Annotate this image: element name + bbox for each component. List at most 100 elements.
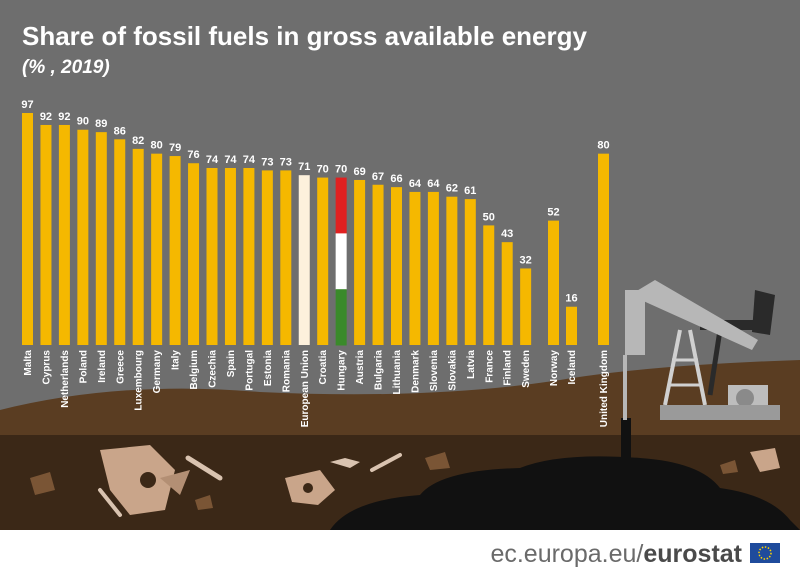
category-label-european-union: European Union	[300, 350, 311, 427]
bar-hungary-stripe-0	[335, 177, 347, 234]
bar-finland	[501, 242, 513, 345]
category-label-slovakia: Slovakia	[447, 350, 458, 391]
bar-united-kingdom	[598, 153, 609, 345]
bar-denmark	[409, 191, 421, 345]
category-label-estonia: Estonia	[263, 350, 274, 387]
bar-hungary	[335, 177, 347, 346]
value-label-bulgaria: 67	[372, 171, 384, 183]
value-label-united-kingdom: 80	[597, 140, 609, 152]
small-skull-fossil-icon	[285, 453, 402, 505]
chart-subtitle: (% , 2019)	[22, 57, 110, 78]
oil-pump-jack-icon	[623, 280, 780, 420]
bar-hungary-stripe-2	[335, 289, 347, 346]
bar-slovakia	[446, 196, 458, 345]
category-label-lithuania: Lithuania	[392, 350, 403, 395]
value-label-finland: 43	[501, 228, 513, 240]
value-label-european-union: 71	[298, 161, 310, 173]
bar-cyprus	[40, 124, 52, 345]
footer-credit: ec.europa.eu/eurostat	[490, 540, 742, 568]
value-label-croatia: 70	[317, 164, 329, 176]
bar-germany	[151, 153, 163, 345]
category-label-finland: Finland	[503, 350, 514, 386]
bar-norway	[548, 220, 559, 345]
value-label-sweden: 32	[520, 254, 532, 266]
category-label-iceland: Iceland	[567, 350, 578, 384]
category-label-france: France	[484, 350, 495, 383]
category-label-poland: Poland	[78, 350, 89, 383]
value-label-slovakia: 62	[446, 183, 458, 195]
bar-hungary-stripe-1	[335, 233, 347, 290]
category-label-portugal: Portugal	[244, 350, 255, 391]
bar-group	[22, 113, 609, 346]
value-label-denmark: 64	[409, 178, 422, 190]
category-label-netherlands: Netherlands	[60, 350, 71, 408]
value-label-czechia: 74	[206, 154, 219, 166]
value-label-netherlands: 92	[58, 111, 70, 123]
value-label-belgium: 76	[187, 149, 199, 161]
value-label-cyprus: 92	[40, 111, 52, 123]
category-label-germany: Germany	[152, 350, 163, 394]
bar-bulgaria	[372, 184, 384, 345]
value-label-iceland: 16	[565, 293, 577, 305]
bar-portugal	[243, 168, 255, 345]
footer-url[interactable]: ec.europa.eu/	[490, 540, 643, 568]
value-labels: 97 92 92 90 89 86 82 80 79 76 74 74 74 73 73 71 70 70 69 67…	[21, 99, 609, 305]
bar-greece	[114, 139, 126, 345]
bar-croatia	[317, 177, 329, 345]
bone-fossil-icon	[98, 455, 223, 517]
category-label-hungary: Hungary	[337, 350, 348, 391]
value-label-spain: 74	[224, 154, 237, 166]
chart-title: Share of fossil fuels in gross available…	[22, 21, 588, 51]
category-label-denmark: Denmark	[410, 350, 421, 393]
value-label-estonia: 73	[261, 156, 273, 168]
category-label-united-kingdom: United Kingdom	[599, 350, 610, 427]
value-label-luxembourg: 82	[132, 135, 144, 147]
bar-sweden	[520, 268, 532, 345]
category-label-romania: Romania	[281, 350, 292, 393]
value-label-portugal: 74	[243, 154, 256, 166]
category-label-austria: Austria	[355, 350, 366, 385]
bar-luxembourg	[132, 148, 144, 345]
category-label-norway: Norway	[549, 350, 560, 387]
category-label-italy: Italy	[171, 350, 182, 370]
bar-romania	[280, 170, 292, 345]
bar-ireland	[95, 132, 107, 345]
oil-pipe	[621, 418, 631, 463]
category-label-sweden: Sweden	[521, 350, 532, 388]
footer-brand: eurostat	[643, 540, 742, 568]
value-label-france: 50	[483, 211, 495, 223]
category-label-spain: Spain	[226, 350, 237, 377]
bar-spain	[224, 168, 236, 345]
bar-poland	[77, 129, 89, 345]
bar-iceland	[566, 306, 577, 345]
value-label-austria: 69	[353, 166, 365, 178]
oil-deposit	[330, 456, 800, 530]
rocks-icon	[30, 452, 738, 510]
bar-france	[483, 225, 495, 345]
bar-austria	[354, 179, 366, 345]
eu-flag-icon	[750, 543, 780, 563]
value-label-norway: 52	[547, 207, 559, 219]
bar-european-union	[298, 175, 310, 345]
category-label-malta: Malta	[23, 350, 34, 376]
value-label-slovenia: 64	[427, 178, 440, 190]
value-label-lithuania: 66	[390, 173, 402, 185]
bar-latvia	[464, 199, 476, 345]
bar-belgium	[188, 163, 200, 345]
value-label-greece: 86	[114, 125, 126, 137]
value-label-latvia: 61	[464, 185, 476, 197]
category-label-ireland: Ireland	[97, 350, 108, 383]
category-label-luxembourg: Luxembourg	[134, 350, 145, 411]
footer-background	[0, 530, 800, 575]
ground-hill	[0, 360, 800, 440]
category-label-belgium: Belgium	[189, 350, 200, 390]
value-label-italy: 79	[169, 142, 181, 154]
bar-lithuania	[391, 187, 402, 345]
category-label-bulgaria: Bulgaria	[374, 350, 385, 390]
value-label-romania: 73	[280, 156, 292, 168]
value-label-poland: 90	[77, 116, 89, 128]
value-label-ireland: 89	[95, 118, 107, 130]
dinosaur-skull-fossil-icon	[100, 445, 190, 515]
